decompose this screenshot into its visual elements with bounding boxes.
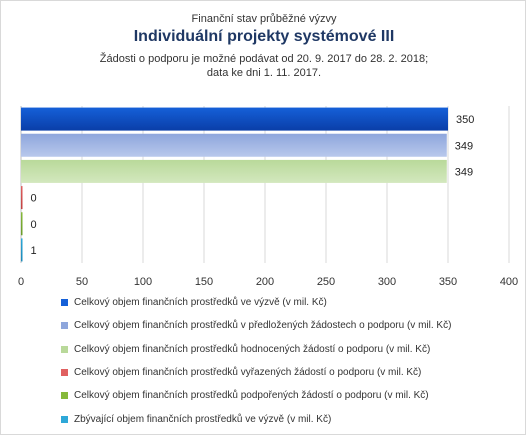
chart-subtitle-line2: data ke dni 1. 11. 2017. — [206, 67, 322, 79]
legend-item-4: Celkový objem finančních prostředků vyřa… — [61, 361, 521, 384]
x-tick-label: 200 — [256, 276, 274, 288]
x-tick-label: 400 — [500, 276, 518, 288]
legend-swatch — [61, 345, 68, 353]
x-tick-label: 350 — [439, 276, 457, 288]
legend-swatch — [61, 322, 68, 330]
legend-swatch — [61, 392, 68, 400]
legend-label: Celkový objem finančních prostředků podp… — [74, 390, 429, 402]
x-tick-label: 100 — [134, 276, 152, 288]
legend-item-5: Celkový objem finančních prostředků podp… — [61, 384, 521, 407]
bar-series-1 — [21, 107, 448, 131]
legend-swatch — [61, 369, 68, 377]
legend-item-3: Celkový objem finančních prostředků hodn… — [61, 338, 521, 361]
data-label-series-3: 349 — [455, 166, 473, 178]
chart-supertitle: Finanční stav průběžné výzvy — [191, 13, 337, 25]
legend-label: Celkový objem finančních prostředků vyřa… — [74, 367, 422, 379]
bars-group — [21, 107, 448, 262]
bar-series-5 — [21, 212, 23, 236]
data-label-series-2: 349 — [455, 140, 473, 152]
data-label-series-1: 350 — [456, 114, 474, 126]
data-label-series-5: 0 — [31, 219, 37, 231]
bar-series-2 — [21, 133, 447, 157]
legend-swatch — [61, 415, 68, 423]
legend-label: Celkový objem finančních prostředků v př… — [74, 320, 452, 332]
legend-label: Celkový objem finančních prostředků hodn… — [74, 343, 431, 355]
x-axis-ticks: 0 50 100 150 200 250 300 350 400 — [18, 276, 518, 288]
data-label-series-6: 1 — [31, 245, 37, 257]
data-label-series-4: 0 — [31, 193, 37, 205]
bar-series-6 — [21, 238, 23, 262]
x-tick-label: 300 — [378, 276, 396, 288]
bar-series-4 — [21, 186, 23, 210]
legend: Celkový objem finančních prostředků ve v… — [61, 291, 521, 431]
x-tick-label: 0 — [18, 276, 24, 288]
legend-item-2: Celkový objem finančních prostředků v př… — [61, 314, 521, 337]
legend-label: Zbývající objem finančních prostředků ve… — [74, 413, 332, 425]
x-tick-label: 250 — [317, 276, 335, 288]
x-tick-label: 150 — [195, 276, 213, 288]
bar-chart-plot: 350 349 349 0 0 1 0 50 100 150 200 250 300 350 400 — [18, 106, 518, 288]
data-labels-group: 350 349 349 0 0 1 — [31, 114, 475, 257]
x-tick-label: 50 — [76, 276, 88, 288]
bar-series-3 — [21, 159, 447, 183]
legend-item-6: Zbývající objem finančních prostředků ve… — [61, 407, 521, 430]
legend-swatch — [61, 299, 68, 307]
legend-label: Celkový objem finančních prostředků ve v… — [74, 297, 327, 309]
chart-title: Individuální projekty systémové III — [133, 28, 395, 45]
chart-subtitle-line1: Žádosti o podporu je možné podávat od 20… — [99, 53, 429, 65]
legend-item-1: Celkový objem finančních prostředků ve v… — [61, 291, 521, 314]
gridlines — [20, 106, 510, 263]
